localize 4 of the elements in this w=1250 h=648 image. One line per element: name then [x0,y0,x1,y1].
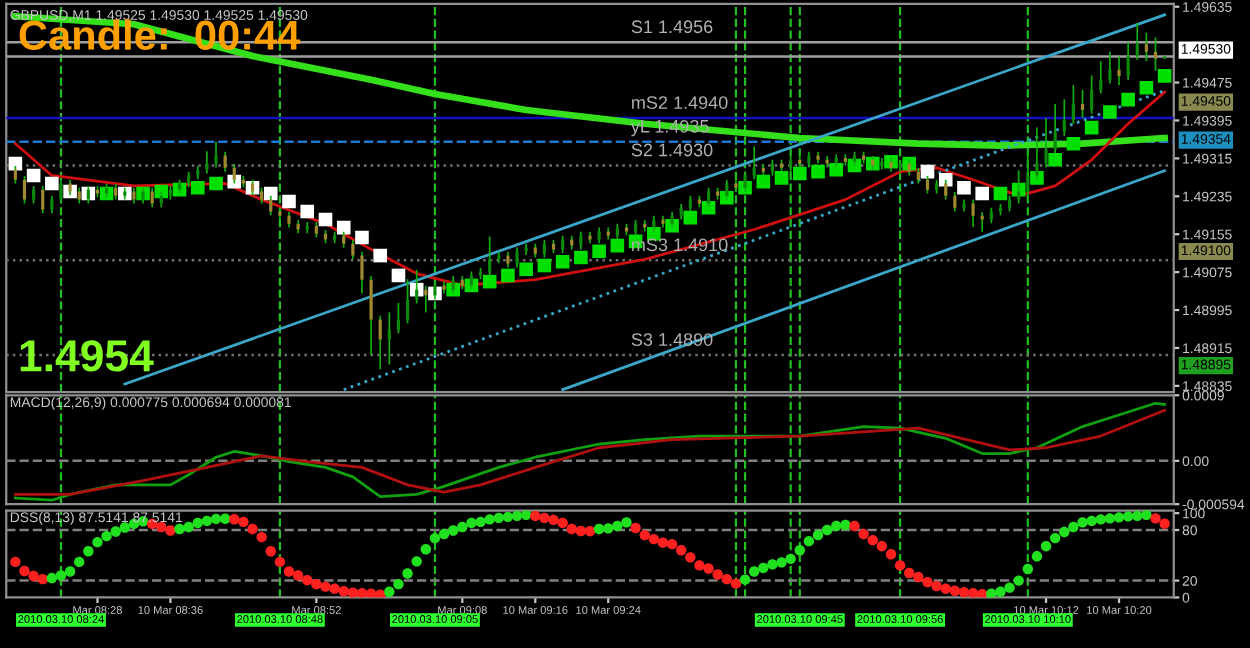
ref-line-label: S1 1.4956 [631,20,713,34]
annotation: 1.4954 [20,340,154,372]
ref-line-label: S2 1.4930 [631,143,713,157]
ref-line-label: mS2 1.4940 [632,96,728,109]
